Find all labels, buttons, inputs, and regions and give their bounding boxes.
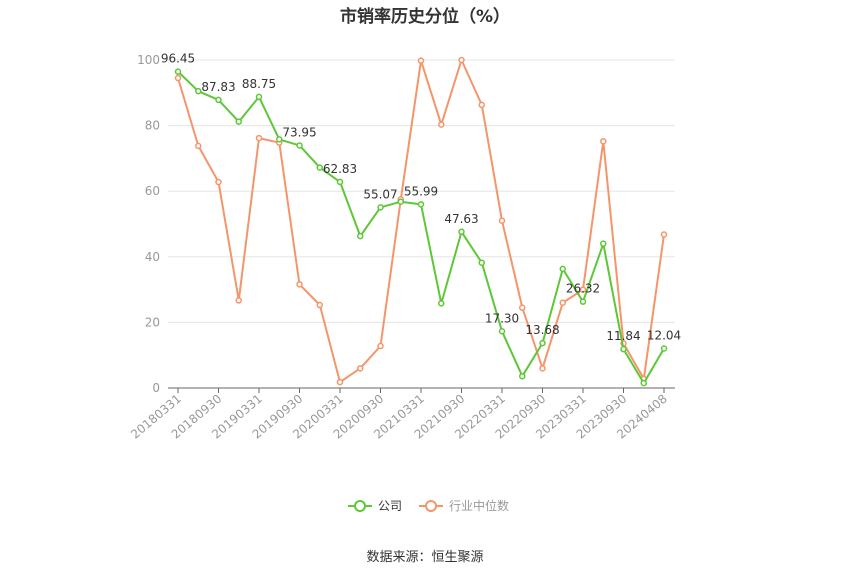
data-point-industry <box>539 365 546 372</box>
legend-industry-label: 行业中位数 <box>449 499 510 513</box>
data-point-industry <box>660 231 668 238</box>
data-point-company <box>620 345 627 353</box>
data-point-industry <box>215 178 222 186</box>
data-labels: 96.45 87.83 88.75 73.95 62.83 55.07 55.99 47.63… <box>161 52 681 344</box>
data-point-company <box>215 96 222 104</box>
chart-canvas: 0 20 40 60 80 100 201803312018093020190331201… <box>128 52 681 442</box>
data-label: 55.99 <box>404 184 438 198</box>
data-point-industry <box>438 121 445 128</box>
data-point-company <box>296 142 303 149</box>
data-point-company <box>438 300 445 307</box>
y-tick-label: 60 <box>145 184 160 198</box>
data-point-company <box>579 298 587 305</box>
data-point-company <box>397 198 404 205</box>
data-point-company <box>377 204 384 211</box>
data-label: 17.30 <box>485 311 519 325</box>
data-source-note: 数据来源：恒生聚源 <box>366 550 484 565</box>
y-axis: 0 20 40 60 80 100 <box>137 53 160 395</box>
chart-title: 市销率历史分位（%） <box>339 7 511 27</box>
y-tick-label: 80 <box>145 119 160 133</box>
data-label: 88.75 <box>242 77 276 91</box>
data-label: 26.32 <box>566 282 600 296</box>
data-point-company <box>458 228 465 236</box>
x-axis: 2018033120180930201903312019093020200331… <box>128 387 675 442</box>
data-label: 12.04 <box>647 329 681 343</box>
legend-company-label: 公司 <box>378 499 403 513</box>
data-label: 11.84 <box>606 329 640 343</box>
series-lines <box>174 56 668 387</box>
data-point-industry <box>498 217 506 224</box>
data-point-company <box>498 328 506 335</box>
data-point-company <box>316 164 323 171</box>
legend-item-company[interactable]: 公司 <box>347 497 402 514</box>
data-point-industry <box>255 134 263 142</box>
legend-item-industry[interactable]: 行业中位数 <box>418 497 509 514</box>
y-tick-label: 0 <box>152 381 160 395</box>
data-point-industry <box>519 304 526 311</box>
data-point-company <box>276 136 283 143</box>
data-label: 47.63 <box>444 212 478 226</box>
data-point-company <box>255 93 263 101</box>
data-point-industry <box>195 142 202 150</box>
data-point-industry <box>600 138 607 145</box>
data-point-company <box>478 259 485 266</box>
data-point-industry <box>296 281 303 288</box>
data-point-industry <box>458 56 465 64</box>
data-point-industry <box>559 299 566 306</box>
data-point-company <box>235 118 242 125</box>
data-point-company <box>660 345 668 352</box>
data-point-company <box>640 379 647 387</box>
data-point-company <box>195 87 202 95</box>
data-point-company <box>174 68 182 75</box>
data-point-industry <box>235 297 242 304</box>
data-point-company <box>559 265 566 273</box>
data-label: 96.45 <box>161 52 195 66</box>
data-point-company <box>417 201 425 208</box>
data-point-industry <box>336 378 344 386</box>
data-point-company <box>336 178 344 186</box>
data-point-industry <box>316 301 323 309</box>
y-tick-label: 100 <box>137 53 160 67</box>
legend: 公司 行业中位数 <box>347 497 525 514</box>
data-point-industry <box>417 57 425 64</box>
y-tick-label: 20 <box>145 315 160 329</box>
data-point-company <box>357 232 364 240</box>
data-point-industry <box>579 286 587 293</box>
data-label: 73.95 <box>282 125 316 139</box>
data-point-company <box>539 339 546 347</box>
data-point-industry <box>174 74 182 82</box>
data-label: 55.07 <box>363 187 397 201</box>
data-label: 87.83 <box>201 80 235 94</box>
legend-company-icon <box>348 499 372 512</box>
data-point-industry <box>377 342 384 350</box>
data-point-company <box>519 372 526 380</box>
data-label: 13.68 <box>525 323 559 337</box>
data-label: 62.83 <box>323 162 357 176</box>
legend-industry-icon <box>419 499 444 512</box>
data-point-industry <box>478 101 485 109</box>
data-point-company <box>600 240 607 247</box>
y-tick-label: 40 <box>145 250 160 264</box>
data-point-industry <box>357 365 364 372</box>
